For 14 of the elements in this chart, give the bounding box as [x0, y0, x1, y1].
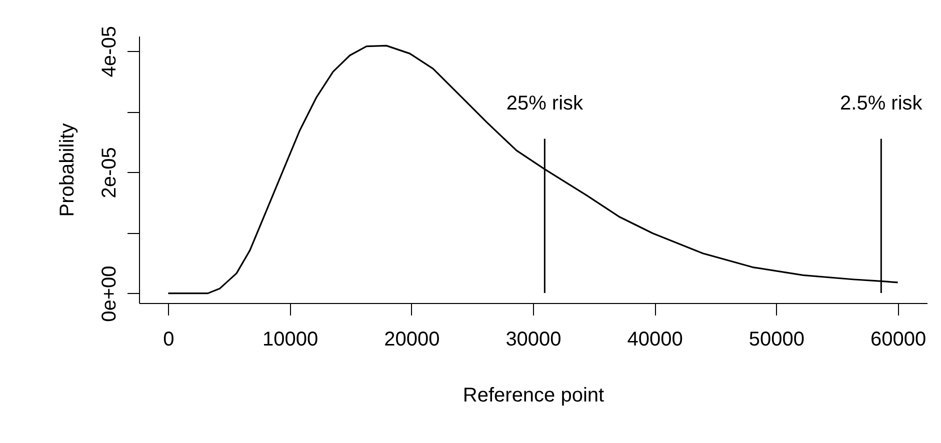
x-tick-label: 10000 — [262, 328, 318, 350]
ref-line-label: 25% risk — [506, 92, 584, 114]
x-tick-label: 60000 — [870, 328, 926, 350]
ref-line-label: 2.5% risk — [840, 92, 924, 114]
x-tick-label: 30000 — [506, 328, 562, 350]
x-tick-label: 40000 — [627, 328, 683, 350]
x-axis-title: Reference point — [462, 384, 605, 406]
y-tick-label: 2e-05 — [98, 147, 120, 198]
y-tick-label: 4e-05 — [98, 26, 120, 78]
x-tick-label: 0 — [163, 328, 174, 350]
x-tick-label: 50000 — [748, 328, 805, 350]
y-tick-label: 0e+00 — [98, 266, 120, 322]
y-axis-title: Probability — [56, 123, 78, 217]
x-tick-label: 20000 — [384, 328, 440, 350]
